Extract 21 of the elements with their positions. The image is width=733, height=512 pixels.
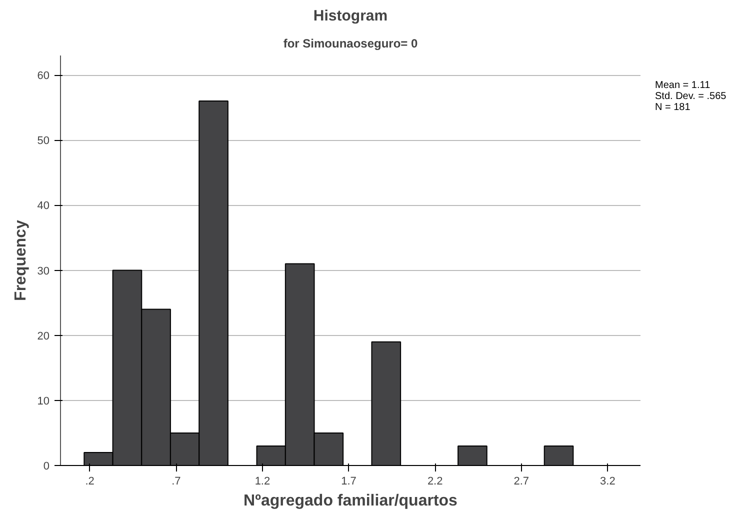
chart-subtitle: for Simounaoseguro= 0	[283, 36, 418, 50]
text: Std. Dev. = .565	[655, 91, 726, 102]
x-tick-label: 3.2	[600, 476, 616, 488]
y-tick-label: 0	[43, 460, 50, 472]
y-tick-label: 30	[37, 265, 50, 278]
y-tick-label: 20	[37, 330, 50, 342]
y-tick-label: 50	[37, 135, 50, 148]
x-tick-label: .7	[172, 476, 181, 488]
x-tick-label: .2	[85, 476, 94, 488]
x-tick-label: 2.2	[427, 476, 443, 488]
text: Mean = 1.11	[655, 80, 710, 91]
y-tick-label: 40	[37, 200, 50, 212]
x-tick-label: 1.2	[254, 476, 270, 488]
x-tick-label: 2.7	[514, 476, 530, 488]
x-tick-label: 1.7	[341, 476, 356, 488]
y-tick-label: 10	[37, 395, 50, 408]
y-axis-title: Frequency	[12, 220, 30, 301]
chart-title: Histogram	[313, 8, 388, 24]
x-axis-title: Nºagregado familiar/quartos	[244, 492, 458, 510]
text: N = 181	[655, 102, 690, 113]
y-tick-label: 60	[37, 70, 50, 82]
